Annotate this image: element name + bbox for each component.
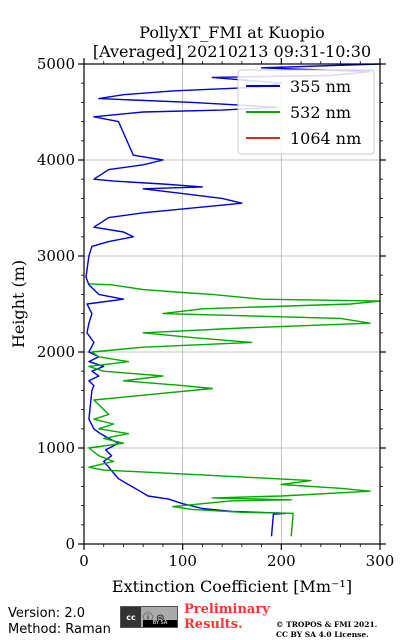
- chart-subtitle: [Averaged] 20210213 09:31-10:30: [93, 42, 371, 61]
- plot-frame: [83, 63, 381, 545]
- legend-label-1064: 1064 nm: [290, 129, 361, 148]
- version-label: Version: 2.0: [8, 606, 85, 621]
- legend-label-355: 355 nm: [290, 77, 351, 96]
- copyright-line2: CC BY SA 4.0 License.: [276, 630, 369, 639]
- chart-title: PollyXT_FMI at Kuopio: [139, 23, 325, 42]
- x-tick-label: 0: [79, 552, 89, 570]
- y-tick-label: 5000: [37, 55, 75, 73]
- series-line-355-nm: [85, 63, 381, 537]
- y-tick-label: 0: [65, 535, 75, 553]
- axis-ticks: [78, 58, 386, 550]
- y-tick-label: 3000: [37, 247, 75, 265]
- y-tick-label: 4000: [37, 151, 75, 169]
- cc-license-badge: cc ⓘ ⊜ BY SA: [120, 606, 178, 628]
- y-tick-label: 2000: [37, 343, 75, 361]
- x-tick-label: 200: [267, 552, 296, 570]
- method-label: Method: Raman: [8, 622, 111, 637]
- x-tick-label: 100: [168, 552, 197, 570]
- legend-box: [237, 69, 375, 155]
- legend-label-532: 532 nm: [290, 103, 351, 122]
- x-tick-label: 300: [366, 552, 395, 570]
- y-tick-label: 1000: [37, 439, 75, 457]
- y-axis-label: Height (m): [9, 260, 28, 348]
- cc-badge-text: BY SA: [143, 620, 177, 627]
- preliminary-notice: Preliminary Results.: [184, 602, 270, 632]
- preliminary-line2: Results.: [184, 617, 243, 632]
- copyright-notice: © TROPOS & FMI 2021. CC BY SA 4.0 Licens…: [276, 620, 377, 640]
- preliminary-line1: Preliminary: [184, 602, 270, 617]
- copyright-line1: © TROPOS & FMI 2021.: [276, 620, 378, 629]
- by-sa-icons: ⓘ ⊜: [143, 613, 165, 624]
- series-line-532-nm: [88, 283, 381, 537]
- legend: 355 nm 532 nm 1064 nm: [237, 69, 375, 155]
- series-lines: [85, 63, 381, 537]
- extinction-profile-chart: PollyXT_FMI at Kuopio [Averaged] 2021021…: [9, 23, 395, 596]
- x-axis-label: Extinction Coefficient [Mm⁻¹]: [112, 577, 352, 596]
- cc-icon: cc: [121, 607, 141, 627]
